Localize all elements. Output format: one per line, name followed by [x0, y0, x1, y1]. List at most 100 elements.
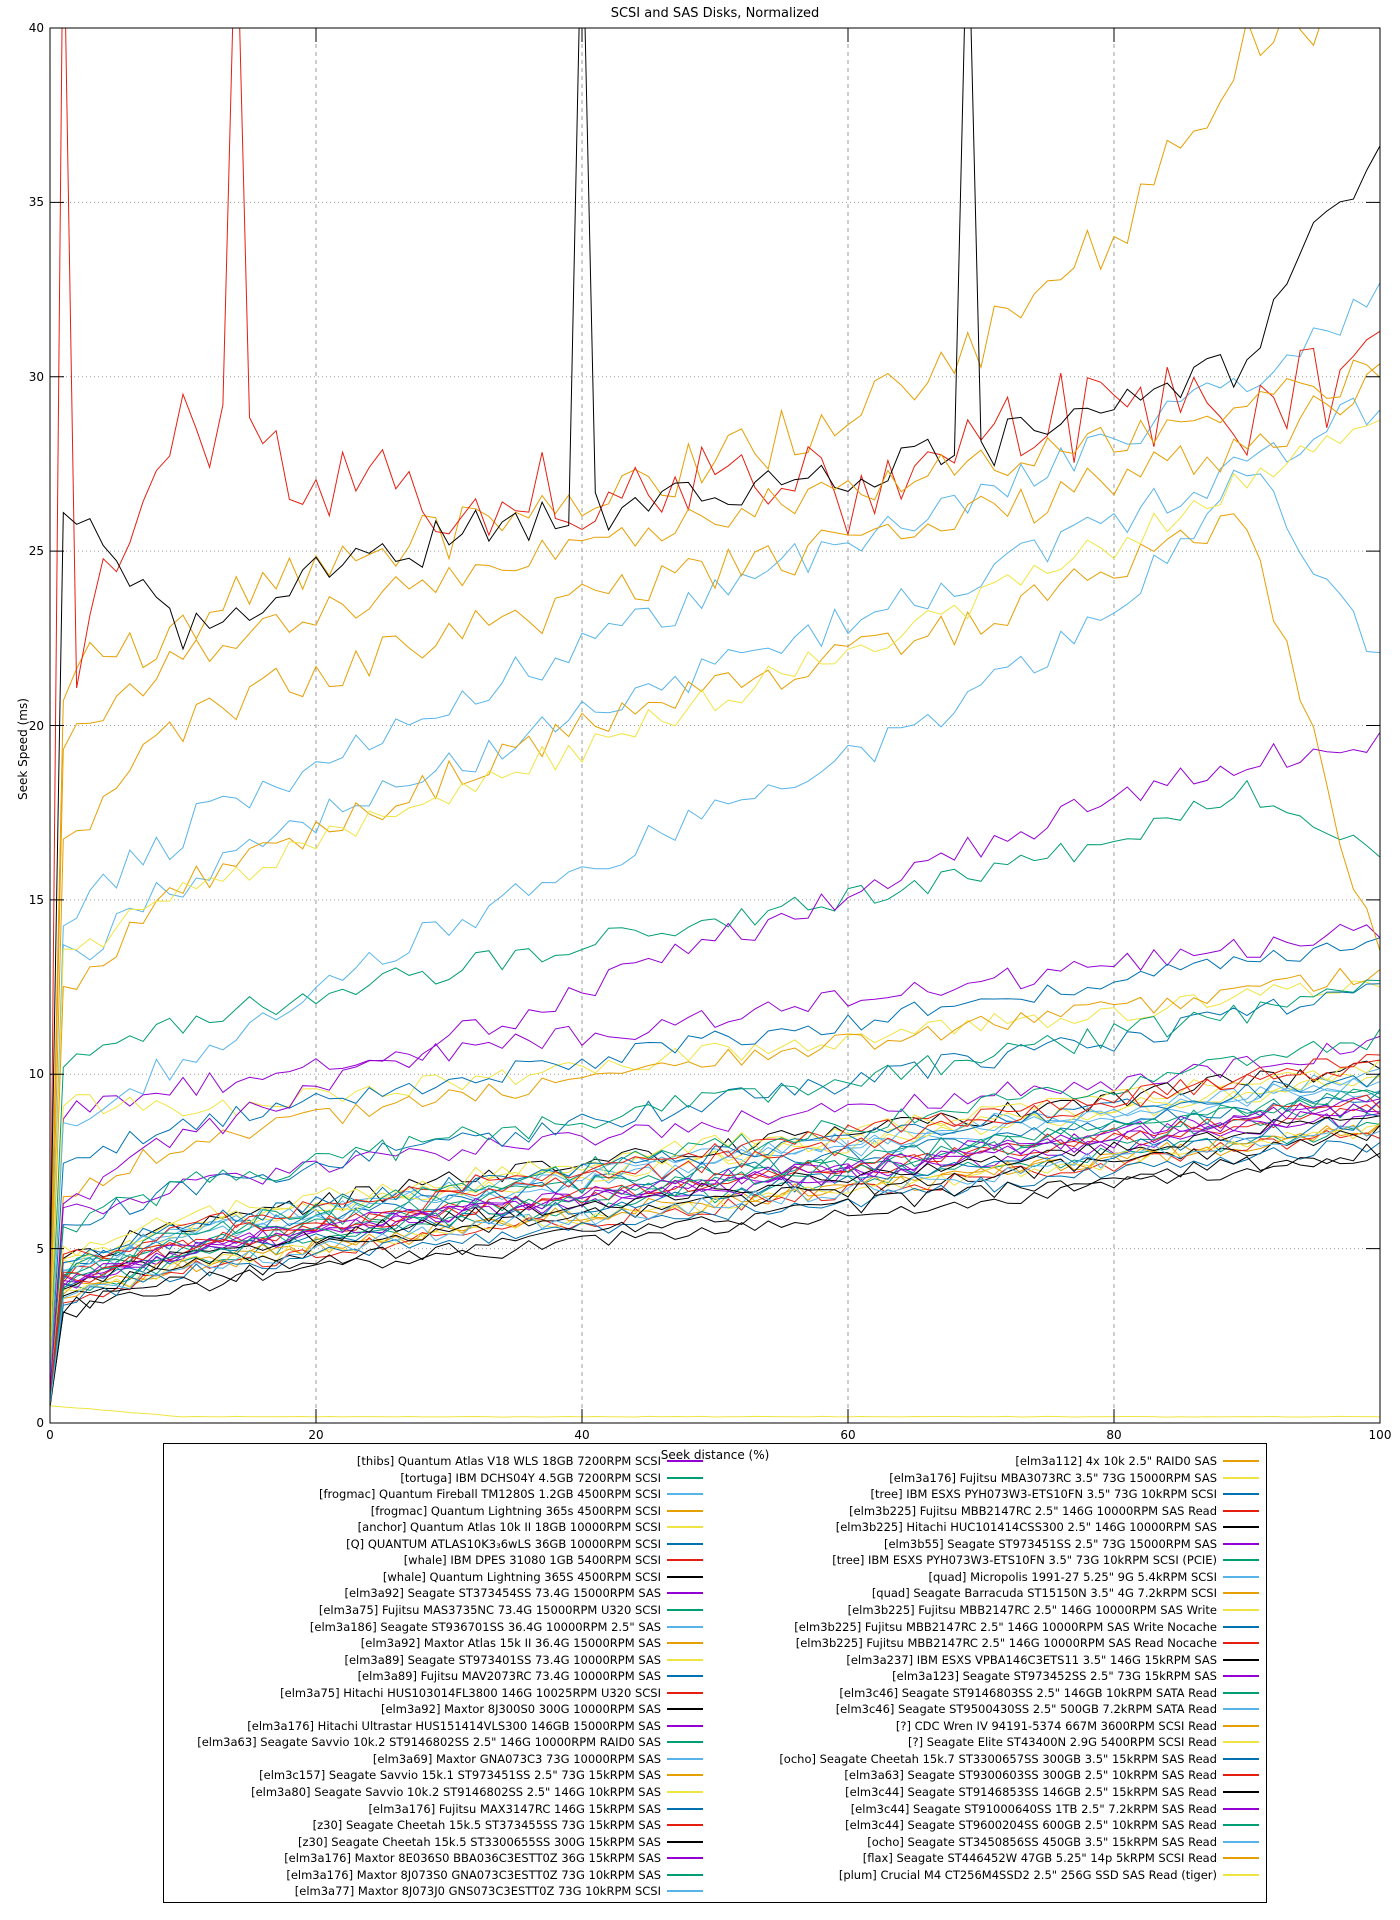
x-tick-label: 60	[840, 1428, 856, 1442]
legend-line-sample	[1223, 1625, 1259, 1628]
legend-line-sample	[1223, 1708, 1259, 1711]
y-tick-label: 35	[28, 195, 44, 210]
legend-line-sample	[1223, 1691, 1259, 1694]
legend-item-label: [thibs] Quantum Atlas V18 WLS 18GB 7200R…	[356, 1454, 661, 1468]
legend-item-label: [elm3a92] Maxtor 8J300S0 300G 10000RPM S…	[380, 1702, 661, 1717]
series-line	[50, 28, 1380, 1282]
series-line	[50, 1088, 1380, 1404]
x-tick-label: 80	[1106, 1428, 1122, 1442]
legend-line-sample	[1223, 1774, 1259, 1777]
legend-line-sample	[667, 1840, 703, 1843]
series-line	[50, 1035, 1380, 1393]
legend-item-label: [whale] Quantum Lightning 365S 4500RPM S…	[382, 1569, 661, 1584]
series-line	[50, 1152, 1380, 1408]
legend-item-label: [elm3b225] Fujitsu MBB2147RC 2.5" 146G 1…	[847, 1602, 1217, 1617]
legend-line-sample	[667, 1774, 703, 1777]
legend-item-label: [elm3a176] Fujitsu MAX3147RC 146G 15kRPM…	[368, 1801, 661, 1816]
legend-line-sample	[667, 1658, 703, 1661]
legend-line-sample	[667, 1575, 703, 1578]
y-tick-label: 30	[28, 369, 44, 384]
legend-line-sample	[667, 1757, 703, 1760]
legend-line-sample	[1223, 1608, 1259, 1611]
legend-item-label: [z30] Seagate Cheetah 15k.5 ST3300655SS …	[298, 1834, 661, 1849]
legend-line-sample	[1223, 1675, 1259, 1678]
legend-line-sample	[667, 1873, 703, 1876]
legend-line-sample	[667, 1642, 703, 1645]
legend-item-label: [elm3a75] Hitachi HUS103014FL3800 146G 1…	[280, 1685, 661, 1700]
legend-item-label: [elm3a77] Maxtor 8J073J0 GNS073C3ESTT0Z …	[294, 1884, 661, 1899]
legend-line-sample	[667, 1708, 703, 1711]
legend-line-sample	[1223, 1559, 1259, 1562]
legend-item-label: [elm3a176] Maxtor 8E036S0 BBA036C3ESTT0Z…	[284, 1851, 661, 1866]
legend-item-label: [elm3a176] Fujitsu MBA3073RC 3.5" 73G 15…	[889, 1470, 1217, 1485]
legend-item-label: [elm3b225] Fujitsu MBB2147RC 2.5" 146G 1…	[849, 1503, 1217, 1518]
legend-item-label: [elm3a123] Seagate ST973452SS 2.5" 73G 1…	[892, 1669, 1217, 1684]
legend-line-sample	[667, 1824, 703, 1827]
legend-item-label: [elm3b55] Seagate ST973451SS 2.5" 73G 15…	[883, 1536, 1217, 1551]
legend-box: [thibs] Quantum Atlas V18 WLS 18GB 7200R…	[163, 1443, 1267, 1903]
legend-line-sample	[667, 1625, 703, 1628]
legend-line-sample	[1223, 1509, 1259, 1512]
series-line	[50, 513, 1380, 1361]
legend-item-label: [elm3a80] Seagate Savvio 10k.2 ST9146802…	[251, 1785, 661, 1799]
legend-line-sample	[1223, 1460, 1259, 1462]
series-line	[50, 363, 1380, 1337]
series-line	[50, 1101, 1380, 1403]
series-line	[50, 1097, 1380, 1403]
legend-item-label: [quad] Seagate Barracuda ST15150N 3.5" 4…	[871, 1586, 1217, 1601]
legend-item-label: [elm3a89] Fujitsu MAV2073RC 73.4G 10000R…	[357, 1669, 661, 1684]
legend-line-sample	[1223, 1592, 1259, 1595]
series-line	[50, 1088, 1380, 1402]
series-line	[50, 28, 1380, 1319]
x-axis-title: Seek distance (%)	[660, 1448, 770, 1462]
legend-item-label: [elm3a112] 4x 10k 2.5" RAID0 SAS	[1015, 1454, 1217, 1468]
legend-item-label: [whale] IBM DPES 31080 1GB 5400RPM SCSI	[403, 1553, 661, 1568]
legend-item-label: [?] CDC Wren IV 94191-5374 667M 3600RPM …	[895, 1718, 1217, 1733]
series-group	[50, 28, 1380, 1418]
legend-item-label: [elm3c157] Seagate Savvio 15k.1 ST973451…	[259, 1768, 661, 1783]
series-line	[50, 1059, 1380, 1403]
y-tick-label: 5	[36, 1241, 44, 1256]
legend-line-sample	[1223, 1658, 1259, 1661]
legend-line-sample	[667, 1857, 703, 1860]
series-line	[50, 1140, 1380, 1405]
y-tick-label: 20	[28, 718, 44, 733]
legend-line-sample	[667, 1608, 703, 1611]
legend-line-sample	[667, 1592, 703, 1595]
series-line	[50, 979, 1380, 1395]
legend-line-sample	[1223, 1542, 1259, 1545]
legend-line-sample	[1223, 1840, 1259, 1843]
x-tick-label: 40	[574, 1428, 590, 1442]
legend-item-label: [anchor] Quantum Atlas 10k II 18GB 10000…	[357, 1520, 661, 1535]
series-line	[50, 469, 1380, 1382]
series-line	[50, 1113, 1380, 1403]
legend-item-label: [elm3a186] Seagate ST936701SS 36.4G 1000…	[309, 1619, 661, 1634]
series-line	[50, 980, 1380, 1375]
series-line	[50, 1072, 1380, 1399]
x-tick-label: 20	[308, 1428, 324, 1442]
series-line	[50, 359, 1380, 1324]
legend-item-label: [tree] IBM ESXS PYH073W3-ETS10FN 3.5" 73…	[870, 1487, 1217, 1502]
legend-item-label: [elm3a63] Seagate Savvio 10k.2 ST9146802…	[197, 1735, 661, 1750]
series-line	[50, 1143, 1380, 1406]
series-line	[50, 779, 1380, 1371]
legend-item-label: [elm3c44] Seagate ST9600204SS 600GB 2.5"…	[845, 1818, 1217, 1833]
legend-item-label: [flax] Seagate ST446452W 47GB 5.25" 14p …	[862, 1851, 1217, 1866]
series-line	[50, 1068, 1380, 1400]
legend-line-sample	[667, 1691, 703, 1694]
y-tick-label: 25	[28, 544, 44, 559]
legend-item-label: [elm3b225] Fujitsu MBB2147RC 2.5" 146G 1…	[794, 1619, 1217, 1634]
legend-item-label: [elm3c44] Seagate ST91000640SS 1TB 2.5" …	[850, 1801, 1217, 1816]
legend-line-sample	[1223, 1493, 1259, 1496]
legend-line-sample	[1223, 1791, 1259, 1793]
y-tick-label: 40	[28, 21, 44, 35]
series-line	[50, 419, 1380, 1356]
legend-line-sample	[667, 1526, 703, 1529]
legend-item-label: [elm3b225] Hitachi HUC101414CSS300 2.5" …	[835, 1520, 1217, 1535]
legend-line-sample	[667, 1807, 703, 1810]
series-line	[50, 1077, 1380, 1401]
series-line	[50, 1124, 1380, 1405]
legend-item-label: [elm3a237] IBM ESXS VPBA146C3ETS11 3.5" …	[846, 1652, 1217, 1667]
legend-item-label: [elm3a69] Maxtor GNA073C3 73G 10000RPM S…	[372, 1751, 661, 1766]
